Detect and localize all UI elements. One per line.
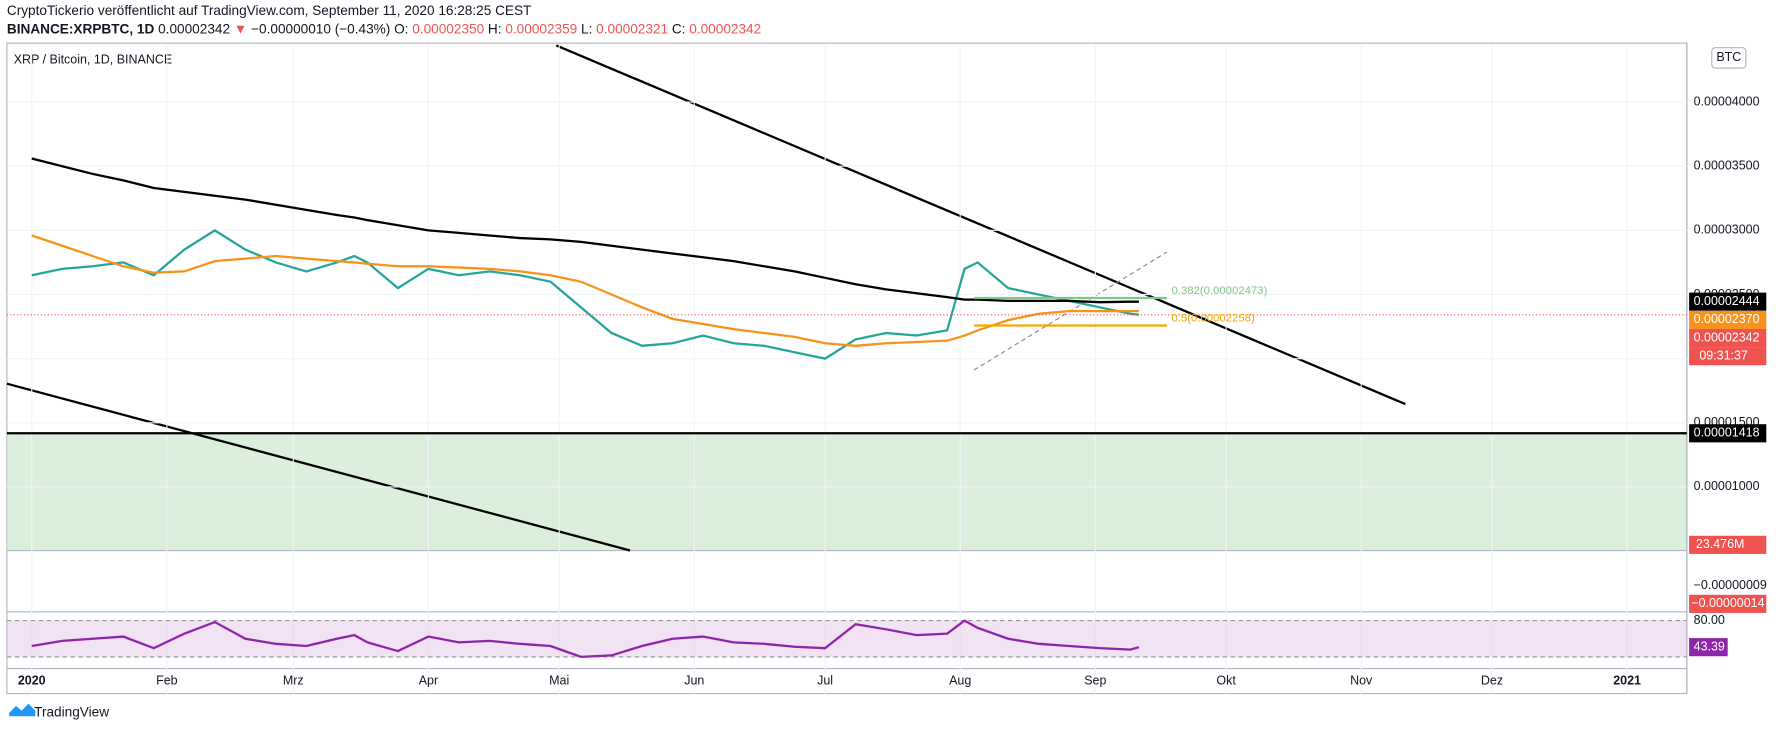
y-tick-label: 0.00001000 — [1694, 479, 1760, 493]
volume-label: 23.476M — [1696, 537, 1745, 551]
x-tick-label: Mai — [549, 673, 569, 687]
chart-title: XRP / Bitcoin, 1D, BINANCE — [14, 52, 172, 66]
moving-average — [31, 157, 1139, 304]
price-line — [31, 229, 1140, 360]
footer: TradingView — [34, 704, 109, 719]
rsi-tag — [1689, 638, 1728, 657]
x-tick-label: Apr — [419, 673, 438, 687]
countdown-tag — [1689, 347, 1767, 366]
price-tag — [1689, 310, 1767, 329]
symbol-line: BINANCE:XRPBTC, 1D 0.00002342 ▼ −0.00000… — [7, 21, 761, 36]
price-tag — [1689, 292, 1767, 311]
header-part: O: — [394, 21, 408, 36]
x-tick-label: Sep — [1084, 673, 1106, 687]
x-tick-label: Nov — [1350, 673, 1373, 687]
y-tick-label: 0.00003500 — [1694, 159, 1760, 173]
volume-pane — [6, 433, 1687, 551]
currency: BTC — [1716, 50, 1741, 64]
rsi-tag-label: 43.39 — [1694, 639, 1725, 653]
moving-average — [31, 234, 1139, 347]
header-part: L: — [581, 21, 592, 36]
y-tick-label: 0.00003000 — [1694, 223, 1760, 237]
header-part: C: — [672, 21, 686, 36]
header-part: 0.00002342 — [158, 21, 230, 36]
header-part: 0.00002321 — [596, 21, 668, 36]
x-tick-label: Mrz — [283, 673, 304, 687]
y-tick-label: 0.00004000 — [1694, 94, 1760, 108]
price-tag-label: 0.00002342 — [1694, 330, 1760, 344]
x-tick-label: Okt — [1216, 673, 1236, 687]
macd-label: −0.00000014 — [1691, 596, 1764, 610]
macd-tag — [1689, 594, 1767, 613]
header-part: ▼ — [234, 21, 247, 36]
countdown: 09:31:37 — [1699, 348, 1748, 362]
x-tick-label: Jul — [817, 673, 833, 687]
macd-label: −0.00000009 — [1694, 578, 1767, 592]
rsi-line — [31, 619, 1140, 659]
header-part: 0.00002350 — [412, 21, 484, 36]
currency-box — [1711, 47, 1747, 69]
x-tick-label: 2020 — [18, 673, 46, 687]
rsi-band — [6, 620, 1687, 657]
volume-tag — [1689, 535, 1767, 554]
header-part: 0.00002359 — [505, 21, 577, 36]
price-tag-label: 0.00001418 — [1694, 426, 1760, 440]
fib-label: 0.5(0.00002258) — [1172, 313, 1255, 325]
fib-label: 0.382(0.00002473) — [1172, 285, 1268, 297]
price-tag-label: 0.00002370 — [1694, 312, 1760, 326]
x-tick-label: Jun — [684, 673, 704, 687]
x-tick-label: Feb — [156, 673, 178, 687]
x-tick-label: Dez — [1481, 673, 1503, 687]
trend-line — [555, 44, 1406, 406]
x-tick-label: 2021 — [1613, 673, 1641, 687]
publisher: CryptoTickerio veröffentlicht auf Tradin… — [7, 3, 531, 18]
price-tag — [1689, 424, 1767, 443]
x-tick-label: Aug — [949, 673, 971, 687]
price-tag-label: 0.00002444 — [1694, 294, 1760, 308]
header-part: 0.00002342 — [689, 21, 761, 36]
header-part: −0.00000010 (−0.43%) — [251, 21, 390, 36]
trend-line — [6, 382, 631, 552]
rsi-tick-label: 80.00 — [1694, 613, 1725, 627]
price-tag — [1689, 328, 1767, 348]
header-part: H: — [488, 21, 502, 36]
header-part: BINANCE:XRPBTC, 1D — [7, 21, 155, 36]
